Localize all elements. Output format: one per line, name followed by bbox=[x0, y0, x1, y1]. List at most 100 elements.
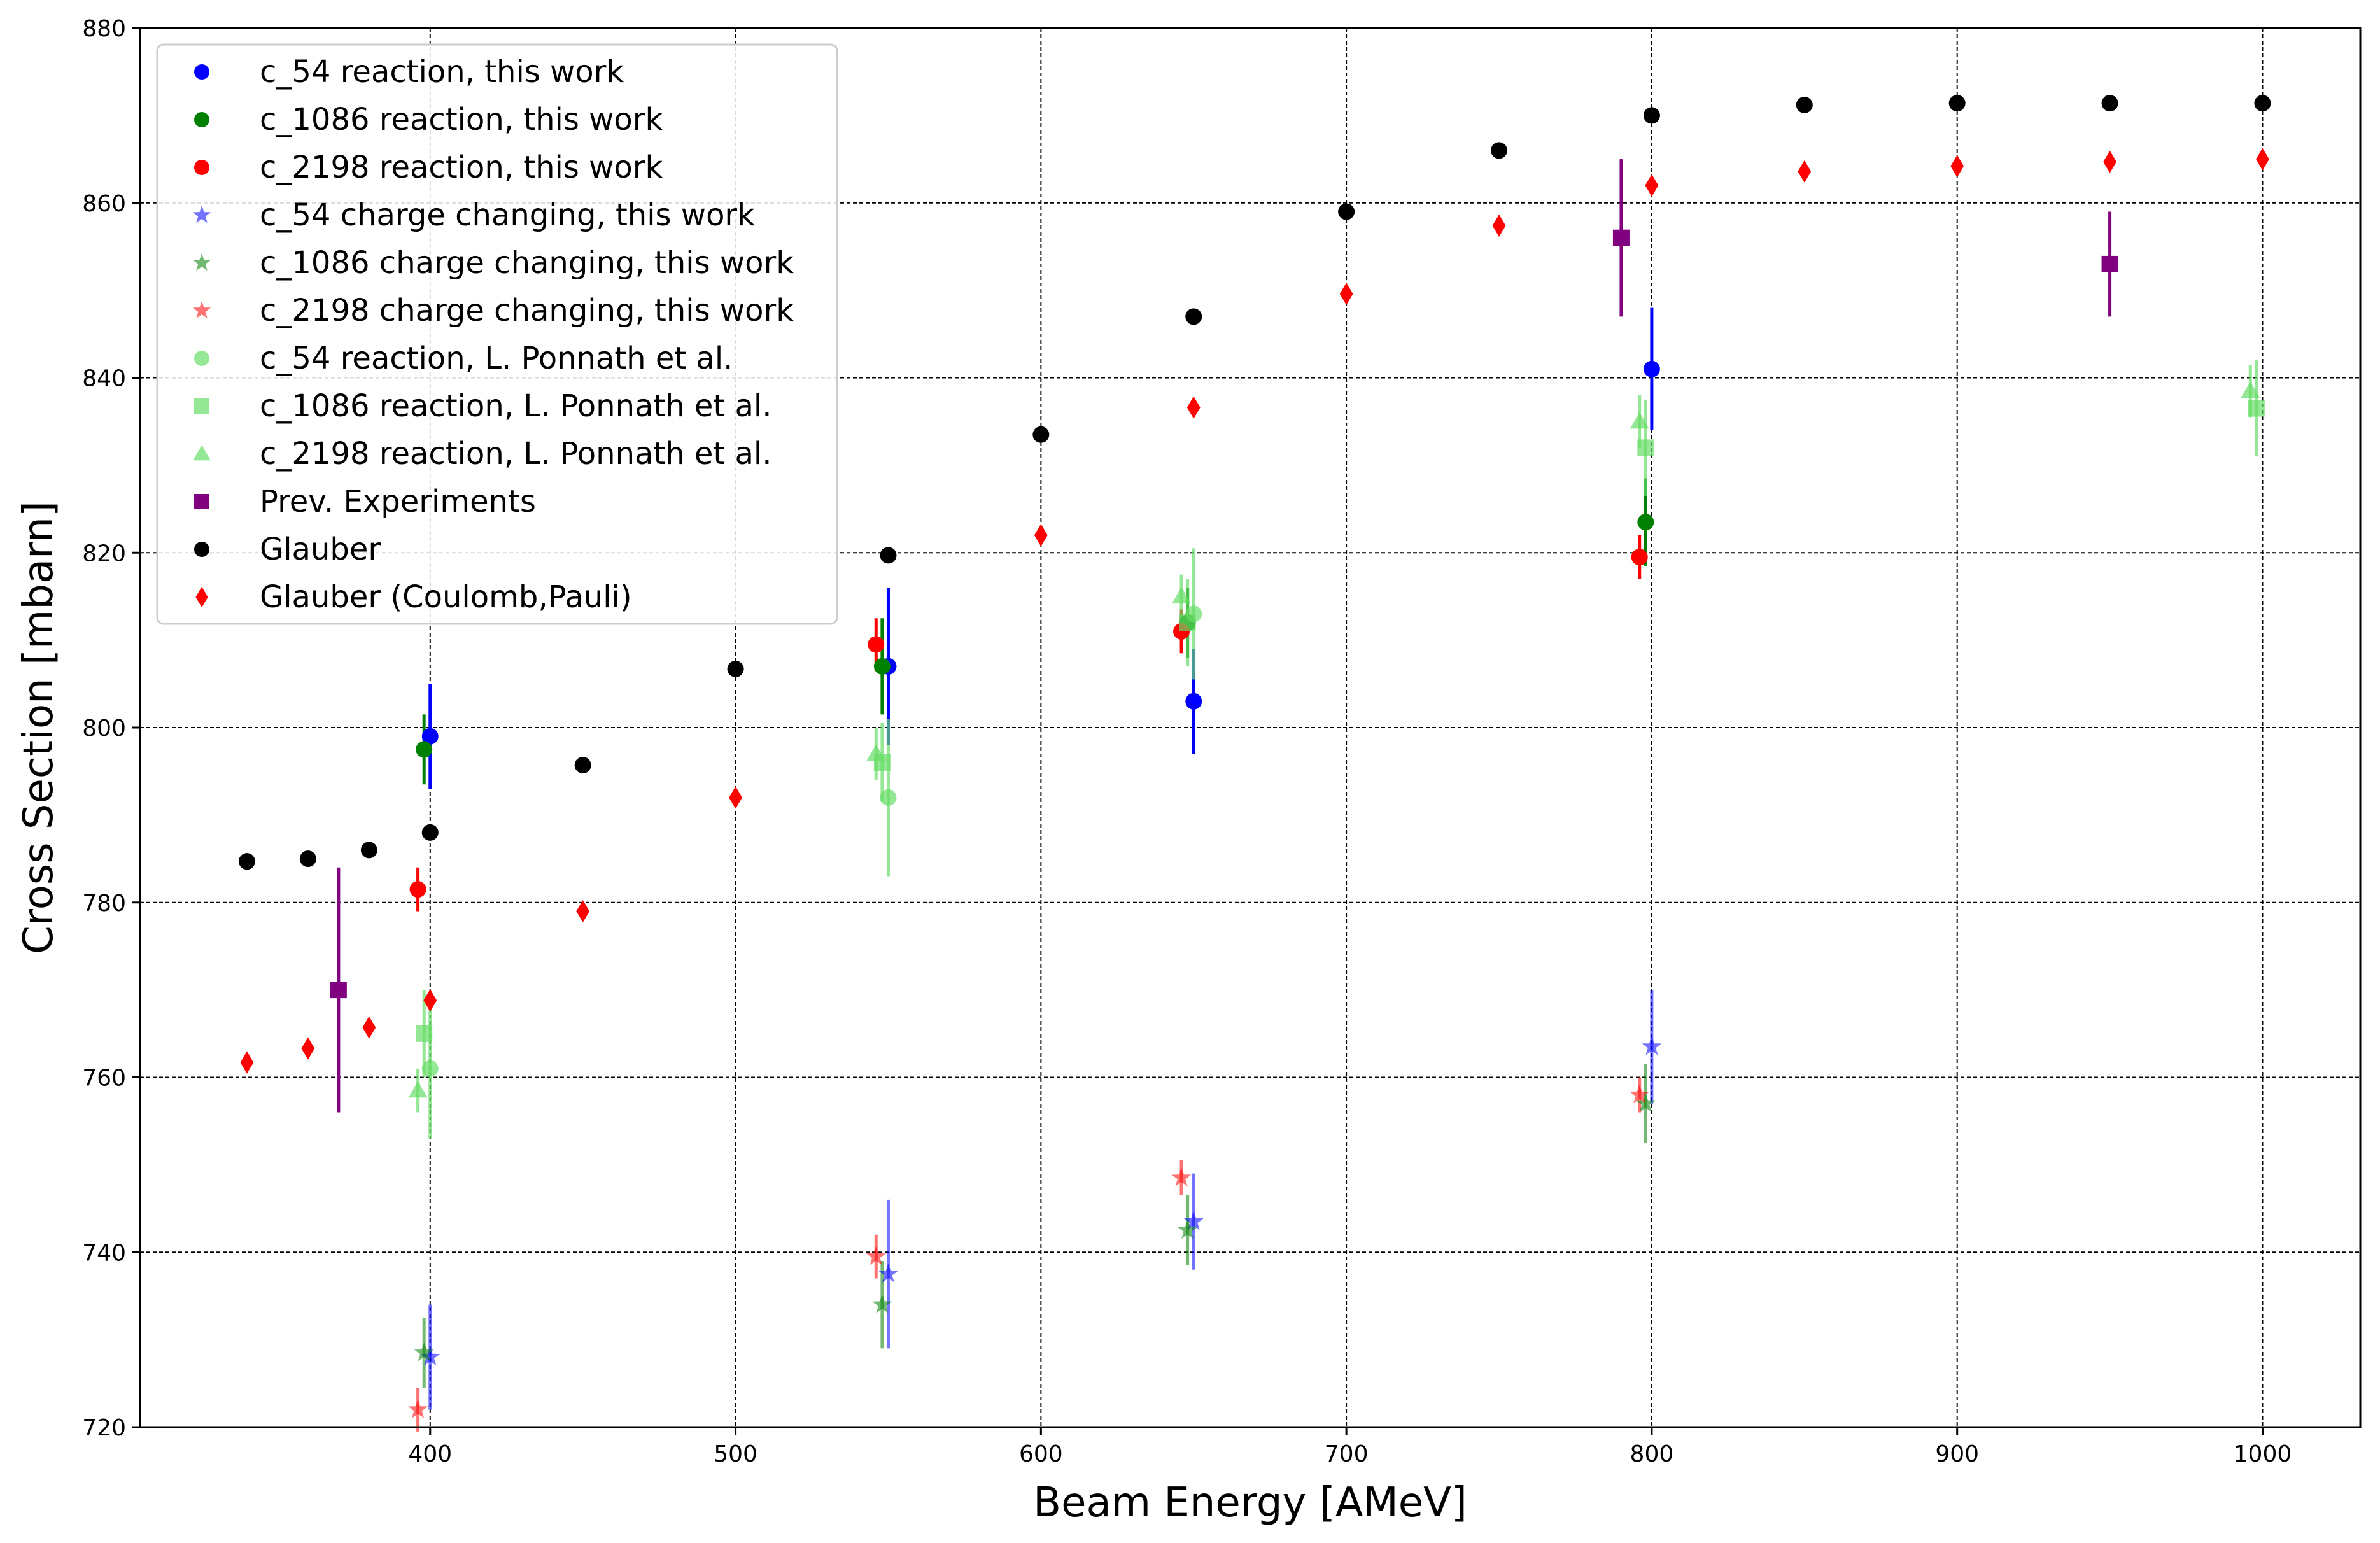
x-axis-ticks: 400 500 600 700 800 900 1000 bbox=[408, 1427, 2292, 1467]
x-tick-label: 1000 bbox=[2234, 1441, 2292, 1467]
point-c-2198-charge-changing-this-work bbox=[866, 1246, 886, 1265]
point-glauber-coulomb-pauli bbox=[1034, 524, 1048, 547]
y-tick-label: 780 bbox=[82, 891, 126, 917]
point-glauber bbox=[299, 850, 316, 868]
legend-label: Glauber (Coulomb,Pauli) bbox=[260, 579, 632, 615]
y-tick-label: 860 bbox=[82, 191, 126, 217]
point-c-1086-reaction-this-work bbox=[1637, 514, 1654, 531]
legend-marker-c-54-reaction-l-ponnath-et-al bbox=[194, 351, 209, 366]
point-c-54-reaction-this-work bbox=[421, 728, 439, 745]
point-glauber bbox=[1032, 426, 1050, 443]
y-tick-label: 760 bbox=[82, 1066, 126, 1092]
x-tick-label: 700 bbox=[1325, 1441, 1369, 1467]
legend-box bbox=[156, 43, 838, 625]
legend-label: Prev. Experiments bbox=[260, 484, 536, 519]
point-c-1086-charge-changing-this-work bbox=[1178, 1220, 1198, 1239]
point-glauber bbox=[1948, 95, 1966, 112]
point-glauber-coulomb-pauli bbox=[1339, 283, 1353, 306]
point-c-1086-charge-changing-this-work bbox=[1635, 1093, 1656, 1112]
point-c-2198-reaction-l-ponnath-et-al bbox=[866, 744, 886, 761]
point-glauber-coulomb-pauli bbox=[301, 1037, 315, 1060]
point-glauber bbox=[2101, 95, 2118, 112]
point-c-1086-reaction-this-work bbox=[416, 741, 433, 758]
x-axis-title: Beam Energy [AMeV] bbox=[1033, 1479, 1467, 1526]
y-tick-label: 800 bbox=[82, 715, 126, 742]
data-markers bbox=[238, 95, 2271, 1418]
point-glauber-coulomb-pauli bbox=[1186, 396, 1201, 419]
point-c-1086-reaction-l-ponnath-et-al bbox=[1179, 614, 1196, 631]
point-glauber bbox=[238, 853, 255, 870]
point-glauber-coulomb-pauli bbox=[1950, 155, 1964, 178]
point-c-54-charge-changing-this-work bbox=[420, 1346, 440, 1366]
legend: c_54 reaction, this work c_1086 reaction,… bbox=[156, 43, 838, 625]
point-c-2198-reaction-l-ponnath-et-al bbox=[1630, 412, 1649, 429]
point-c-2198-reaction-this-work bbox=[868, 636, 885, 653]
point-c-1086-reaction-l-ponnath-et-al bbox=[2248, 400, 2265, 417]
legend-marker-glauber bbox=[194, 542, 209, 557]
point-glauber bbox=[880, 547, 897, 564]
point-glauber bbox=[360, 842, 377, 859]
point-glauber-coulomb-pauli bbox=[2103, 150, 2116, 173]
x-tick-label: 500 bbox=[714, 1441, 757, 1467]
legend-label: c_54 reaction, L. Ponnath et al. bbox=[260, 341, 733, 376]
legend-label: c_1086 charge changing, this work bbox=[260, 245, 794, 281]
point-glauber bbox=[1796, 96, 1813, 113]
legend-marker-c-54-reaction-this-work bbox=[194, 64, 209, 80]
point-glauber-coulomb-pauli bbox=[1492, 214, 1506, 237]
y-tick-label: 740 bbox=[82, 1240, 126, 1266]
legend-marker-c-1086-charge-changing-this-work bbox=[192, 253, 211, 271]
point-c-1086-reaction-l-ponnath-et-al bbox=[1637, 439, 1654, 456]
point-glauber-coulomb-pauli bbox=[576, 899, 590, 923]
legend-marker-c-2198-charge-changing-this-work bbox=[192, 301, 211, 319]
point-glauber-coulomb-pauli bbox=[362, 1016, 376, 1039]
legend-marker-c-2198-reaction-l-ponnath-et-al bbox=[193, 445, 211, 461]
point-glauber bbox=[421, 824, 439, 841]
point-c-2198-charge-changing-this-work bbox=[408, 1399, 428, 1418]
point-c-54-reaction-this-work bbox=[1185, 693, 1202, 710]
point-glauber-coulomb-pauli bbox=[240, 1051, 254, 1074]
x-tick-label: 800 bbox=[1630, 1441, 1674, 1467]
y-tick-label: 720 bbox=[82, 1415, 126, 1441]
point-c-54-charge-changing-this-work bbox=[1642, 1036, 1662, 1055]
point-c-2198-reaction-l-ponnath-et-al bbox=[1172, 586, 1191, 604]
point-glauber-coulomb-pauli bbox=[1798, 160, 1812, 183]
legend-label: c_1086 reaction, L. Ponnath et al. bbox=[260, 388, 772, 424]
point-glauber bbox=[2254, 95, 2271, 112]
point-prev-experiments bbox=[330, 982, 347, 999]
point-c-2198-charge-changing-this-work bbox=[1630, 1084, 1650, 1104]
legend-marker-c-1086-reaction-this-work bbox=[194, 112, 209, 127]
legend-marker-c-1086-reaction-l-ponnath-et-al bbox=[194, 398, 209, 414]
y-tick-label: 840 bbox=[82, 366, 126, 392]
point-c-54-reaction-this-work bbox=[1643, 360, 1660, 377]
point-glauber bbox=[727, 660, 744, 677]
y-tick-label: 820 bbox=[82, 540, 126, 567]
legend-label: c_2198 charge changing, this work bbox=[260, 293, 794, 328]
point-c-2198-reaction-l-ponnath-et-al bbox=[2241, 381, 2260, 398]
point-prev-experiments bbox=[1612, 229, 1630, 246]
legend-marker-c-2198-reaction-this-work bbox=[194, 160, 209, 175]
legend-marker-glauber-coulomb-pauli bbox=[195, 586, 208, 608]
point-prev-experiments bbox=[2101, 255, 2118, 272]
point-c-54-charge-changing-this-work bbox=[1183, 1211, 1204, 1230]
point-c-1086-reaction-l-ponnath-et-al bbox=[416, 1025, 433, 1042]
point-glauber bbox=[1185, 308, 1202, 325]
point-glauber-coulomb-pauli bbox=[729, 786, 742, 809]
point-c-1086-charge-changing-this-work bbox=[872, 1294, 892, 1313]
x-tick-label: 400 bbox=[408, 1441, 452, 1467]
legend-label: c_1086 reaction, this work bbox=[260, 102, 663, 137]
point-c-54-reaction-l-ponnath-et-al bbox=[880, 789, 897, 806]
point-glauber bbox=[1643, 107, 1660, 124]
point-glauber bbox=[1491, 142, 1508, 159]
point-c-2198-reaction-this-work bbox=[1631, 549, 1648, 566]
legend-label: c_2198 reaction, L. Ponnath et al. bbox=[260, 436, 772, 472]
point-c-2198-charge-changing-this-work bbox=[1171, 1167, 1192, 1187]
legend-marker-c-54-charge-changing-this-work bbox=[192, 206, 211, 223]
point-glauber-coulomb-pauli bbox=[423, 989, 437, 1012]
legend-marker-prev-experiments bbox=[194, 494, 209, 509]
point-glauber bbox=[1338, 203, 1355, 220]
y-tick-label: 880 bbox=[82, 16, 126, 42]
point-glauber-coulomb-pauli bbox=[1645, 174, 1659, 197]
y-axis-title: Cross Section [mbarn] bbox=[15, 501, 62, 954]
y-axis-ticks: 720 740 760 780 800 820 840 860 880 bbox=[82, 16, 140, 1441]
